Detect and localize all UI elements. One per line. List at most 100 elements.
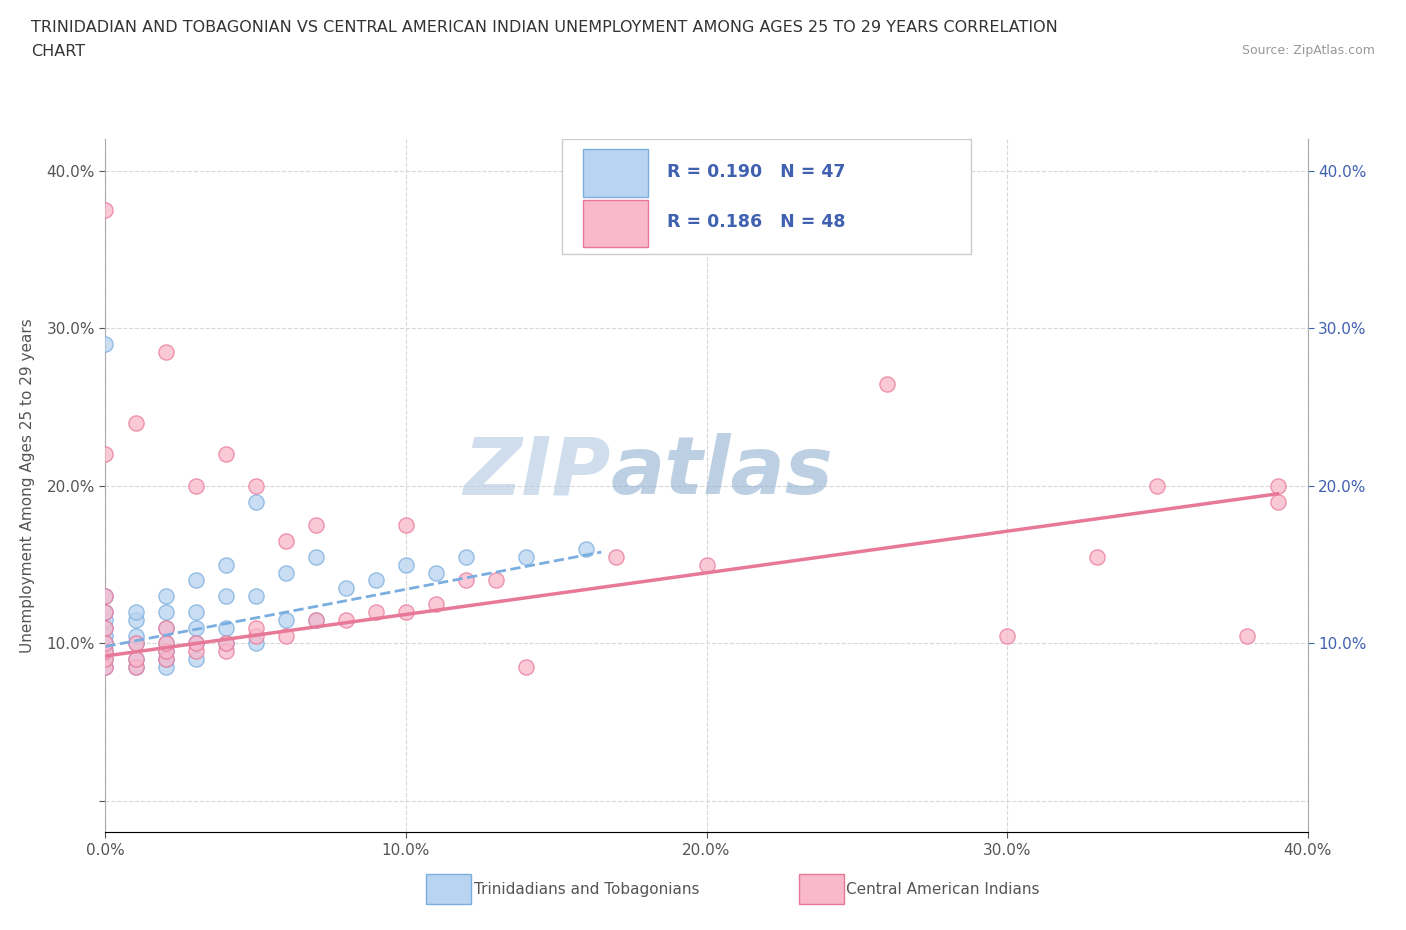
Point (395, 557, 418, 572)
Point (124, 416, 146, 431)
Point (1085, 550, 1108, 565)
Point (94, 203, 117, 218)
Point (274, 534, 297, 549)
Y-axis label: Unemployment Among Ages 25 to 29 years: Unemployment Among Ages 25 to 29 years (21, 319, 35, 653)
Point (124, 636, 146, 651)
Point (94, 620, 117, 635)
Point (124, 628, 146, 643)
Point (214, 644, 236, 658)
Point (94, 628, 117, 643)
Point (94, 652, 117, 667)
Point (335, 581, 357, 596)
Point (184, 636, 207, 651)
Point (515, 550, 537, 565)
Point (214, 636, 236, 651)
Text: R = 0.186   N = 48: R = 0.186 N = 48 (666, 213, 845, 232)
Point (1236, 628, 1258, 643)
Point (184, 644, 207, 658)
Point (485, 573, 508, 588)
Point (274, 628, 297, 643)
Point (214, 557, 236, 572)
Point (124, 652, 146, 667)
Text: atlas: atlas (610, 433, 834, 512)
Point (425, 596, 447, 611)
Point (305, 550, 328, 565)
Point (94, 636, 117, 651)
Point (395, 604, 418, 619)
Point (94, 589, 117, 604)
Text: TRINIDADIAN AND TOBAGONIAN VS CENTRAL AMERICAN INDIAN UNEMPLOYMENT AMONG AGES 25: TRINIDADIAN AND TOBAGONIAN VS CENTRAL AM… (31, 20, 1057, 35)
Point (184, 636, 207, 651)
Point (124, 636, 146, 651)
FancyBboxPatch shape (562, 140, 972, 254)
FancyBboxPatch shape (582, 150, 648, 196)
Point (155, 652, 177, 667)
Point (305, 518, 328, 533)
Point (94, 636, 117, 651)
Point (155, 636, 177, 651)
Point (155, 345, 177, 360)
Point (94, 659, 117, 674)
Text: Central American Indians: Central American Indians (846, 882, 1040, 897)
Point (1267, 494, 1289, 509)
Point (94, 636, 117, 651)
Point (155, 636, 177, 651)
Point (454, 550, 477, 565)
Point (184, 620, 207, 635)
Point (274, 565, 297, 580)
Point (184, 573, 207, 588)
Point (94, 447, 117, 462)
Point (995, 628, 1018, 643)
Point (274, 612, 297, 627)
Point (155, 644, 177, 658)
Point (155, 620, 177, 635)
Point (184, 478, 207, 493)
Point (425, 565, 447, 580)
Text: Trinidadians and Tobagonians: Trinidadians and Tobagonians (474, 882, 699, 897)
Point (575, 541, 598, 556)
Point (245, 620, 267, 635)
Point (94, 604, 117, 619)
Point (94, 337, 117, 352)
Point (184, 652, 207, 667)
FancyBboxPatch shape (582, 200, 648, 247)
Point (214, 447, 236, 462)
Point (155, 644, 177, 658)
Point (94, 604, 117, 619)
Point (245, 628, 267, 643)
Point (245, 589, 267, 604)
Point (214, 636, 236, 651)
Point (155, 604, 177, 619)
Point (696, 557, 718, 572)
Point (94, 589, 117, 604)
Point (876, 376, 898, 391)
Point (214, 589, 236, 604)
Point (245, 478, 267, 493)
Point (395, 518, 418, 533)
Point (94, 620, 117, 635)
Point (94, 659, 117, 674)
Point (94, 644, 117, 658)
Point (245, 636, 267, 651)
Point (364, 573, 387, 588)
Point (94, 652, 117, 667)
Point (124, 659, 146, 674)
Point (515, 659, 537, 674)
Point (94, 644, 117, 658)
Point (184, 604, 207, 619)
Point (155, 589, 177, 604)
Point (245, 494, 267, 509)
Point (124, 659, 146, 674)
Point (124, 612, 146, 627)
Text: Source: ZipAtlas.com: Source: ZipAtlas.com (1241, 44, 1375, 57)
Text: CHART: CHART (31, 44, 84, 59)
Point (605, 550, 627, 565)
Point (305, 612, 328, 627)
Text: R = 0.190   N = 47: R = 0.190 N = 47 (666, 163, 845, 181)
Point (335, 612, 357, 627)
Point (124, 604, 146, 619)
Point (364, 604, 387, 619)
Point (214, 620, 236, 635)
Point (305, 612, 328, 627)
Point (155, 659, 177, 674)
